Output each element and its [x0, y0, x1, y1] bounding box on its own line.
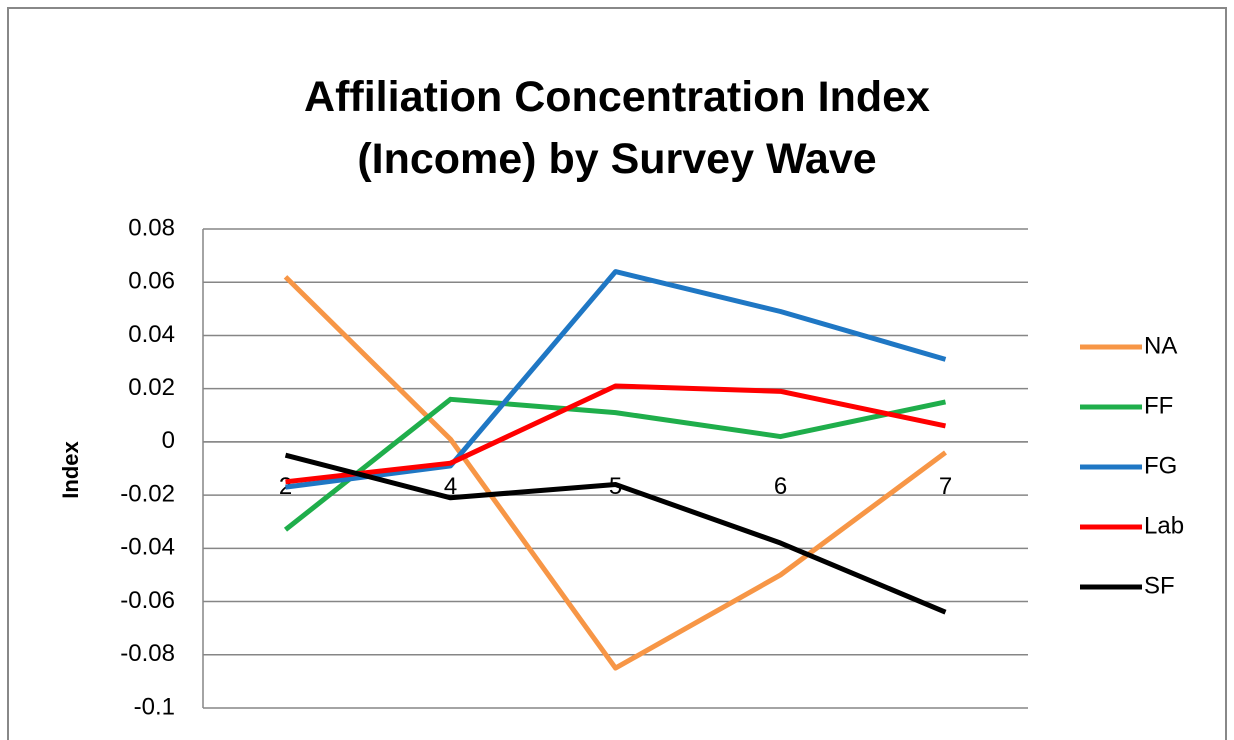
y-tick-label: 0.04	[128, 321, 175, 348]
series-line	[284, 452, 947, 615]
legend-label: FG	[1144, 452, 1177, 479]
legend-label: FF	[1144, 392, 1173, 419]
x-tick-label: 7	[939, 473, 952, 500]
y-tick-label: -0.1	[134, 693, 175, 720]
series-line	[283, 275, 947, 671]
legend-label: Lab	[1144, 512, 1184, 539]
series-line	[283, 396, 947, 532]
y-tick-label: 0.08	[128, 214, 175, 241]
series-line	[285, 269, 947, 490]
legend-label: SF	[1144, 572, 1175, 599]
y-tick-label: 0.06	[128, 268, 175, 295]
chart-border	[7, 7, 1227, 740]
y-axis-title: Index	[58, 441, 83, 499]
y-tick-label: -0.04	[120, 534, 175, 561]
series-line	[285, 383, 947, 485]
y-tick-label: -0.08	[120, 640, 175, 667]
y-tick-label: 0	[162, 427, 175, 454]
y-tick-label: 0.02	[128, 374, 175, 401]
chart-title: Affiliation Concentration Index (Income)…	[304, 73, 930, 183]
y-tick-label: -0.02	[120, 480, 175, 507]
x-tick-label: 4	[444, 473, 457, 500]
legend-label: NA	[1144, 332, 1177, 359]
y-tick-label: -0.06	[120, 587, 175, 614]
x-tick-label: 6	[774, 473, 787, 500]
